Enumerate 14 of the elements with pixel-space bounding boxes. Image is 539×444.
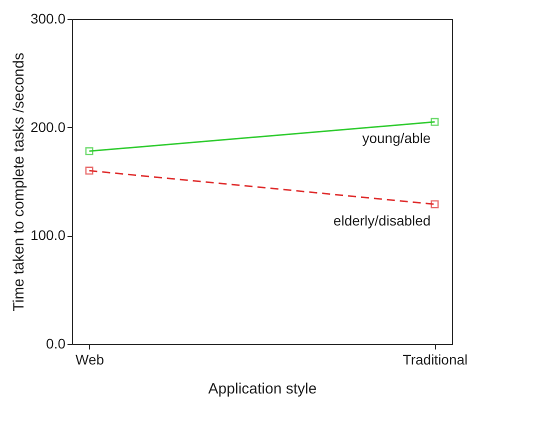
point <box>430 200 439 208</box>
x-axis-title: Application style <box>208 380 317 398</box>
y-tick-label: 0.0 <box>46 336 66 352</box>
point <box>85 147 94 156</box>
x-tick-label: Web <box>76 352 104 368</box>
y-axis-title: Time taken to complete tasks /seconds <box>10 52 28 312</box>
y-tick-label: 100.0 <box>30 227 66 244</box>
y-tick-label: 300.0 <box>30 10 66 26</box>
point <box>430 118 439 126</box>
point <box>85 166 94 175</box>
y-tick-label: 200.0 <box>30 118 66 135</box>
series-label: elderly/disabled <box>333 212 431 228</box>
x-tick-label: Traditional <box>402 352 468 368</box>
series-label: young/able <box>362 130 431 146</box>
